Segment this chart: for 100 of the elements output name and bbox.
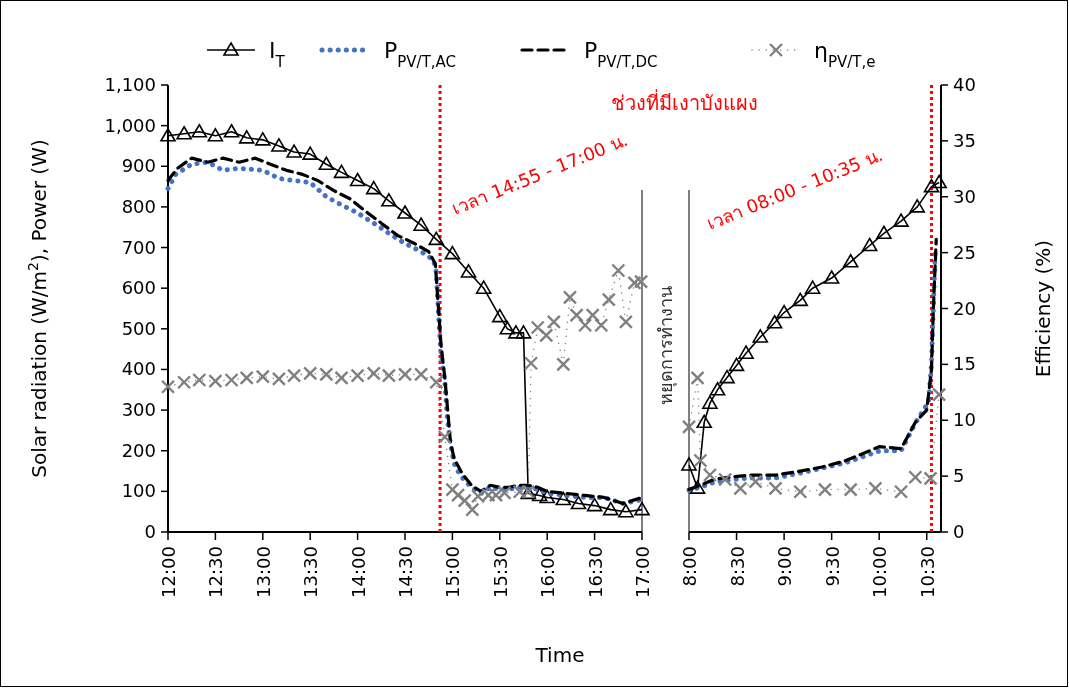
point — [365, 180, 382, 195]
point — [823, 270, 840, 284]
y-tick-label: 700 — [121, 236, 156, 258]
point — [931, 174, 947, 189]
point — [893, 484, 909, 499]
point — [577, 318, 593, 333]
point — [733, 481, 748, 496]
point — [349, 172, 366, 187]
point — [381, 193, 397, 207]
point — [481, 487, 496, 503]
point — [923, 471, 938, 486]
point — [366, 366, 381, 381]
annotation: เวลา 08:00 - 10:35 น. — [703, 143, 886, 234]
point — [397, 205, 413, 219]
y-tick-label: 100 — [121, 480, 156, 502]
point — [539, 328, 554, 343]
y-tick-label: 900 — [121, 155, 156, 177]
point — [627, 275, 642, 290]
y-tick-label: 800 — [121, 195, 156, 217]
point — [413, 367, 429, 382]
y-tick-label: 500 — [121, 317, 156, 339]
point — [499, 321, 516, 335]
point — [861, 237, 878, 252]
point — [868, 481, 883, 496]
point — [530, 320, 545, 335]
point — [176, 125, 192, 140]
x-axis-title: Time — [534, 643, 585, 667]
point — [594, 318, 609, 333]
point — [429, 375, 444, 390]
point — [160, 128, 176, 142]
point — [488, 487, 504, 503]
point — [457, 493, 472, 508]
y2-tick-label: 30 — [953, 185, 976, 207]
point — [302, 146, 318, 160]
point — [923, 178, 940, 193]
x-tick-label: 12:00 — [158, 546, 179, 598]
point — [752, 329, 769, 343]
point — [444, 245, 461, 260]
point — [531, 487, 548, 502]
point — [555, 491, 572, 506]
x-tick-label: 9:00 — [774, 546, 796, 587]
y-tick-label: 600 — [121, 277, 156, 299]
point — [271, 138, 287, 152]
annotation: เวลา 14:55 - 17:00 น. — [448, 128, 631, 219]
point — [681, 419, 697, 435]
point — [523, 356, 539, 371]
point — [570, 495, 587, 510]
point — [207, 128, 224, 142]
y-tick-label: 200 — [121, 439, 156, 461]
point — [160, 379, 176, 394]
x-tick-label: 8:00 — [679, 546, 700, 587]
legend-label: η$_{PV/T,e}$ — [814, 38, 876, 71]
point — [562, 290, 578, 305]
y2-tick-label: 5 — [953, 465, 965, 487]
point — [586, 497, 603, 512]
point — [909, 199, 926, 213]
point — [497, 485, 512, 501]
y-tick-label: 300 — [121, 399, 156, 421]
point — [709, 381, 726, 396]
point — [318, 156, 335, 171]
point — [618, 314, 634, 330]
point — [176, 375, 192, 390]
point — [460, 264, 477, 278]
point — [618, 503, 634, 518]
text: หยุดการทำงาน — [655, 286, 677, 405]
point — [876, 225, 892, 240]
point — [492, 308, 508, 323]
point — [569, 308, 584, 323]
y-tick-label: 400 — [121, 358, 156, 380]
x-tick-label: 16:30 — [584, 546, 606, 598]
point — [465, 502, 480, 517]
y2-tick-label: 20 — [953, 297, 976, 319]
point — [445, 482, 460, 497]
point — [512, 484, 527, 499]
y-tick-label: 1,100 — [104, 74, 156, 95]
point — [748, 474, 763, 489]
x-tick-label: 12:30 — [205, 546, 227, 598]
point — [208, 373, 223, 389]
point — [223, 123, 240, 138]
y2-tick-label: 25 — [953, 241, 976, 263]
x-tick-label: 13:30 — [300, 546, 322, 598]
x-tick-label: 15:30 — [489, 546, 511, 598]
point — [271, 371, 287, 387]
point — [843, 482, 858, 497]
point — [585, 308, 600, 323]
point — [413, 217, 429, 231]
point — [611, 263, 626, 278]
point — [817, 482, 833, 497]
point — [842, 253, 859, 268]
x-tick-label: 14:30 — [395, 546, 416, 598]
point — [633, 274, 649, 289]
point — [893, 213, 909, 227]
y2-tick-label: 40 — [953, 74, 976, 95]
point — [192, 372, 207, 388]
point — [191, 123, 208, 138]
annotation: ช่วงที่มีเงาบังแผง — [610, 89, 758, 115]
point — [437, 429, 453, 445]
point — [634, 501, 650, 516]
x-tick-label: 13:00 — [252, 546, 274, 598]
y2-axis-title: Efficiency (%) — [1031, 239, 1055, 378]
